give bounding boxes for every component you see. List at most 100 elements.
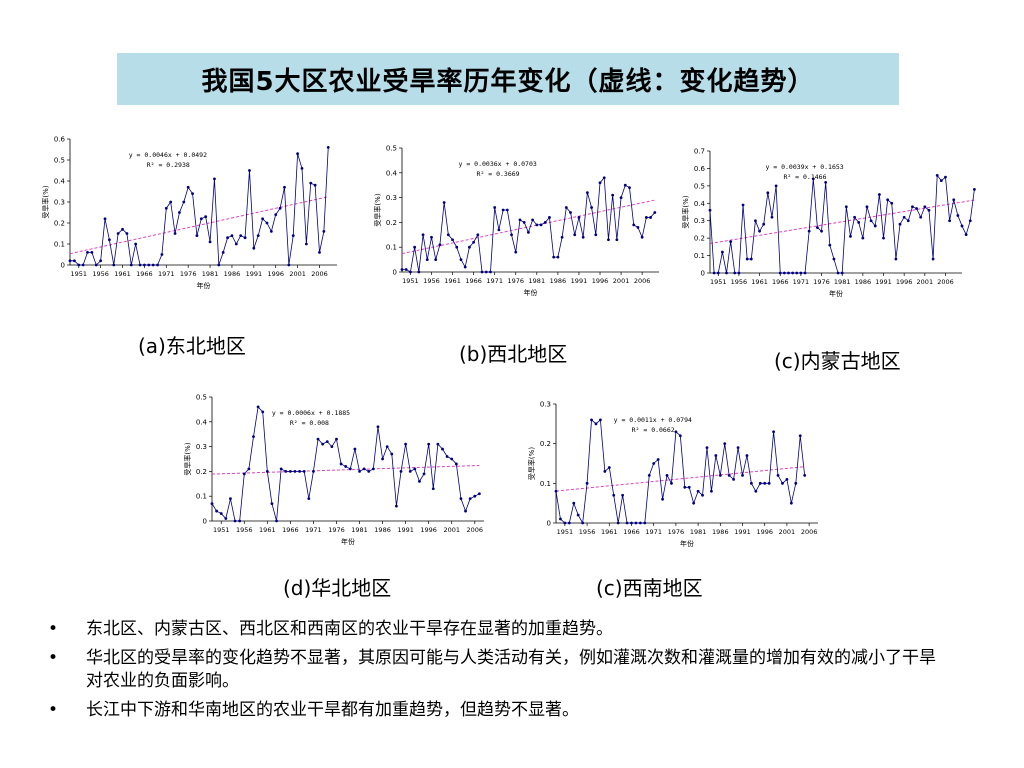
data-point (358, 470, 361, 473)
data-point (243, 236, 247, 240)
y-tick-label: 0 (701, 270, 705, 278)
trend-line (69, 196, 329, 255)
x-axis-label: 年份 (197, 281, 211, 290)
data-point (129, 263, 133, 267)
x-tick-label: 1966 (282, 526, 299, 534)
data-point (869, 219, 873, 223)
x-tick-label: 1956 (236, 526, 253, 534)
data-point (489, 270, 492, 274)
data-point (581, 521, 585, 525)
x-tick-label: 1991 (734, 528, 751, 536)
data-point (514, 250, 518, 254)
bullet-text: 华北区的受旱率的变化趋势不显著，其原因可能与人类活动有关，例如灌溉次数和灌溉量的… (86, 648, 936, 691)
y-tick-label: 0.2 (540, 440, 551, 448)
data-point (293, 470, 297, 473)
x-tick-label: 1956 (731, 278, 748, 286)
x-axis-label: 年份 (680, 539, 694, 548)
x-tick-label: 1951 (70, 270, 87, 278)
data-point (687, 485, 691, 489)
data-point (230, 234, 234, 237)
data-point (164, 206, 168, 210)
y-tick-label: 0.7 (694, 148, 705, 156)
x-tick-label: 1971 (158, 270, 175, 278)
x-tick-label: 1981 (834, 278, 851, 286)
trend-line (211, 464, 480, 475)
data-point (454, 462, 458, 466)
data-point (732, 477, 736, 481)
y-tick-label: 0.1 (386, 244, 397, 252)
x-tick-label: 1996 (420, 526, 437, 534)
data-point (758, 229, 761, 233)
y-tick-label: 0.3 (54, 199, 65, 207)
data-point (477, 492, 481, 496)
chart-northeast: 0 0.1 0.2 0.3 0.4 0.5 0.6 1951 1956 1961 1966 1971 1… (41, 136, 337, 290)
data-point (325, 440, 329, 444)
data-point (628, 186, 631, 190)
data-point (505, 208, 509, 212)
data-point (552, 255, 556, 259)
data-point (931, 257, 935, 261)
data-point (898, 222, 902, 226)
data-point (853, 215, 856, 219)
data-point (270, 502, 274, 506)
data-point (607, 238, 610, 242)
x-tick-label: 1951 (213, 526, 230, 534)
data-point (564, 206, 568, 209)
data-point (265, 470, 269, 473)
data-point (857, 221, 861, 224)
data-point (434, 258, 438, 261)
bullet-item: • 华北区的受旱率的变化趋势不显著，其原因可能与人类活动有关，例如灌溉次数和灌溉量… (48, 647, 948, 693)
data-point (526, 230, 530, 234)
trend-line (401, 199, 655, 255)
data-point (318, 251, 321, 254)
data-point (304, 242, 308, 246)
data-point (390, 452, 394, 456)
data-point (151, 263, 155, 267)
data-point (647, 474, 651, 477)
y-axis-label: 受旱率(%) (373, 193, 382, 226)
data-point (585, 481, 589, 485)
data-point (964, 233, 968, 237)
x-tick-label: 1981 (202, 270, 219, 278)
data-point (326, 146, 330, 149)
data-point (902, 215, 906, 219)
data-point (716, 271, 720, 275)
data-point (799, 271, 803, 275)
data-point (275, 519, 278, 523)
data-point (644, 216, 648, 219)
data-point (134, 242, 138, 246)
data-point (795, 271, 799, 275)
data-point (274, 213, 278, 216)
data-point (522, 221, 526, 224)
x-tick-label: 1986 (550, 277, 567, 285)
data-point (952, 198, 956, 202)
data-point (242, 472, 246, 476)
y-tick-label: 0.6 (54, 136, 66, 144)
data-point (638, 521, 642, 525)
data-point (344, 465, 348, 468)
data-point (418, 479, 421, 483)
data-point (313, 183, 317, 187)
data-point (226, 236, 229, 240)
data-point (116, 232, 120, 235)
data-point (427, 442, 431, 446)
x-tick-label: 1966 (465, 277, 482, 285)
data-point (229, 497, 232, 501)
bullet-dot: • (48, 648, 59, 668)
x-tick-label: 1976 (507, 277, 524, 285)
data-point (754, 219, 757, 223)
data-point (727, 474, 731, 477)
data-point (649, 216, 652, 219)
data-point (563, 521, 567, 525)
data-point (72, 259, 76, 263)
data-point (404, 442, 408, 446)
data-point (781, 481, 784, 485)
data-point (861, 236, 865, 240)
x-tick-label: 2001 (917, 278, 934, 286)
caption-north-china: (d)华北地区 (283, 576, 392, 600)
data-point (431, 487, 435, 491)
data-point (238, 519, 242, 523)
data-point (832, 257, 836, 261)
x-tick-label: 1961 (751, 278, 768, 286)
data-point (217, 263, 221, 267)
